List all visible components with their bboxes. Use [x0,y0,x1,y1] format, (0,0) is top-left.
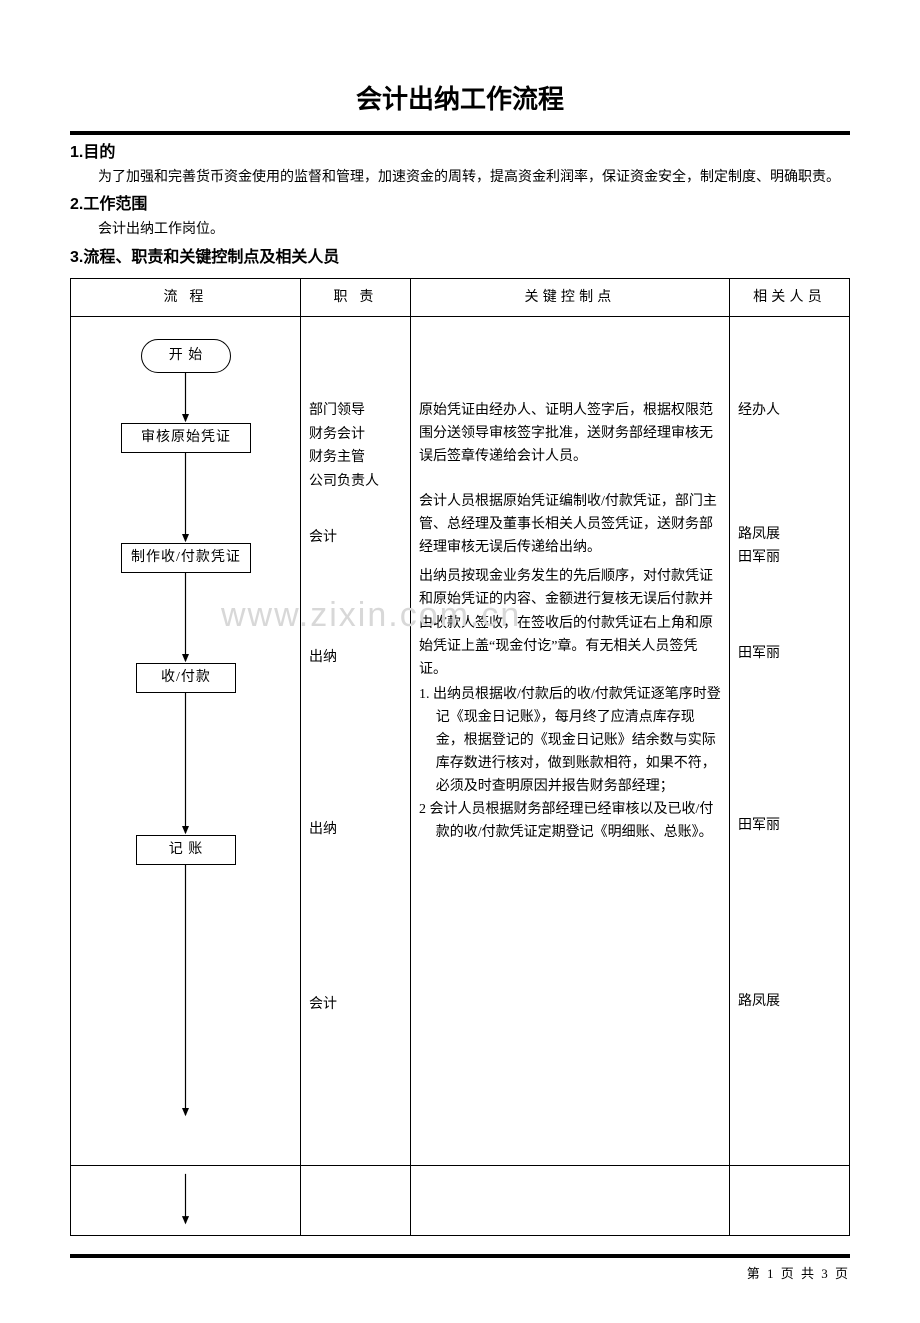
section-1-body: 为了加强和完善货币资金使用的监督和管理，加速资金的周转，提高资金利润率，保证资金… [70,167,850,189]
ctrl-4b: 2 会计人员根据财务部经理已经审核以及已收/付款的收/付款凭证定期登记《明细账、… [419,798,721,844]
person-cont [730,1165,850,1235]
th-ctrl: 关键控制点 [411,278,730,316]
role-4b: 会计 [309,993,402,1017]
person-cell: 经办人 路凤展 田军丽 田军丽 田军丽 路凤展 [730,316,850,1165]
role-1: 部门领导 财务会计 财务主管 公司负责人 [309,399,402,494]
flow-cont-cell [71,1165,301,1235]
process-table: 流 程 职 责 关键控制点 相关人员 [70,278,850,1236]
role-3: 出纳 [309,646,402,670]
role-cell: 部门领导 财务会计 财务主管 公司负责人 会计 出纳 出纳 会计 [301,316,411,1165]
ctrl-2: 会计人员根据原始凭证编制收/付款凭证，部门主管、总经理及董事长相关人员签凭证，送… [419,490,721,559]
footer-divider [70,1254,850,1258]
person-1: 经办人 [738,399,841,423]
ctrl-cell: 原始凭证由经办人、证明人签字后，根据权限范围分送领导审核签字批准，送财务部经理审… [411,316,730,1165]
fc-start: 开 始 [141,339,231,373]
flowchart-cell: 开 始 审核原始凭证 制作收/付款凭证 收/付款 记 账 www.zixin.c… [71,316,301,1165]
page-title: 会计出纳工作流程 [70,80,850,119]
role-2: 会计 [309,526,402,550]
th-role: 职 责 [301,278,411,316]
fc-step-3: 收/付款 [136,663,236,693]
role-4a: 出纳 [309,818,402,842]
section-2-body: 会计出纳工作岗位。 [70,219,850,241]
section-3-heading: 3.流程、职责和关键控制点及相关人员 [70,246,850,270]
person-4a: 田军丽 [738,814,841,838]
page-number: 第 1 页 共 3 页 [70,1264,850,1284]
fc-step-4: 记 账 [136,835,236,865]
flowchart-connectors [81,335,290,1155]
table-row-main: 开 始 审核原始凭证 制作收/付款凭证 收/付款 记 账 www.zixin.c… [71,316,850,1165]
ctrl-cont [411,1165,730,1235]
table-header-row: 流 程 职 责 关键控制点 相关人员 [71,278,850,316]
person-2: 路凤展 田军丽 [738,523,841,571]
title-divider [70,131,850,135]
person-4b: 路凤展 [738,990,841,1014]
fc-step-2: 制作收/付款凭证 [121,543,251,573]
ctrl-1: 原始凭证由经办人、证明人签字后，根据权限范围分送领导审核签字批准，送财务部经理审… [419,399,721,468]
flowchart: 开 始 审核原始凭证 制作收/付款凭证 收/付款 记 账 www.zixin.c… [81,335,290,1155]
fc-step-1: 审核原始凭证 [121,423,251,453]
table-row-continuation [71,1165,850,1235]
person-3: 田军丽 [738,642,841,666]
role-cont [301,1165,411,1235]
flow-cont-arrow [71,1166,300,1235]
section-1-heading: 1.目的 [70,141,850,165]
ctrl-4a: 1. 出纳员根据收/付款后的收/付款凭证逐笔序时登记《现金日记账》，每月终了应清… [419,683,721,798]
section-2-heading: 2.工作范围 [70,193,850,217]
th-person: 相关人员 [730,278,850,316]
ctrl-3: 出纳员按现金业务发生的先后顺序，对付款凭证和原始凭证的内容、金额进行复核无误后付… [419,565,721,680]
th-flow: 流 程 [71,278,301,316]
